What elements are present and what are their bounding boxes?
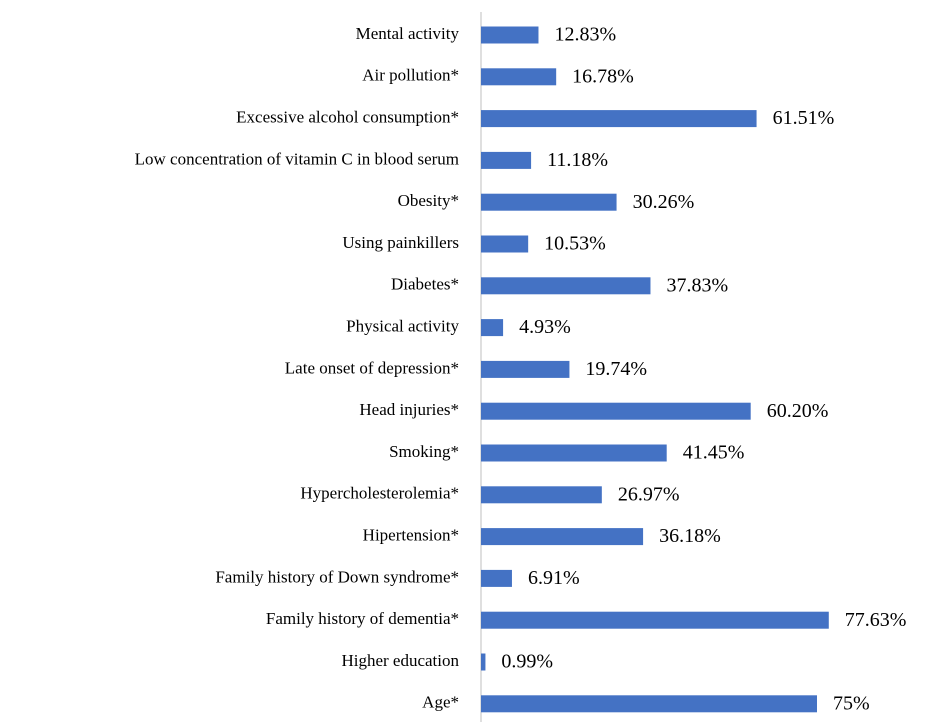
value-label: 11.18% [547, 149, 608, 171]
value-label: 26.97% [618, 483, 680, 505]
value-label: 60.20% [767, 400, 829, 422]
y-tick-label: Family history of Down syndrome* [215, 567, 459, 586]
y-tick-label: Mental activity [356, 24, 460, 43]
y-tick-label: Physical activity [346, 317, 459, 336]
bar [481, 235, 529, 253]
bar [481, 68, 557, 86]
y-tick-label: Smoking* [389, 442, 459, 461]
value-label: 19.74% [585, 358, 647, 380]
y-tick-label: Late onset of depression* [285, 358, 459, 377]
bar [481, 277, 651, 295]
bar [481, 528, 644, 546]
value-label: 77.63% [845, 609, 907, 631]
bar [481, 193, 617, 211]
bar [481, 695, 817, 713]
y-tick-label: Excessive alcohol consumption* [236, 108, 459, 127]
y-tick-label: Hypercholesterolemia* [300, 484, 459, 503]
y-tick-label: Using painkillers [342, 233, 459, 252]
y-tick-label: Age* [422, 693, 459, 712]
bar [481, 611, 829, 629]
bar [481, 402, 751, 420]
bar [481, 486, 602, 504]
y-tick-label: Hipertension* [363, 526, 459, 545]
value-label: 16.78% [572, 65, 634, 87]
bar [481, 444, 667, 462]
y-tick-label: Diabetes* [391, 275, 459, 294]
value-label: 0.99% [501, 651, 553, 673]
value-label: 6.91% [528, 567, 580, 589]
bar [481, 360, 570, 378]
value-label: 4.93% [519, 316, 571, 338]
bar [481, 653, 486, 671]
bar [481, 319, 504, 337]
value-label: 12.83% [554, 24, 616, 46]
value-label: 75% [833, 692, 870, 714]
value-label: 37.83% [666, 274, 728, 296]
y-tick-label: Obesity* [398, 191, 459, 210]
value-label: 10.53% [544, 233, 606, 255]
bar [481, 110, 757, 128]
y-tick-label: Low concentration of vitamin C in blood … [135, 149, 459, 168]
value-label: 61.51% [773, 107, 835, 129]
bar [481, 569, 512, 587]
y-tick-label: Higher education [341, 651, 459, 670]
y-tick-label: Air pollution* [362, 66, 459, 85]
bar [481, 26, 539, 44]
value-label: 41.45% [683, 442, 745, 464]
y-tick-label: Family history of dementia* [266, 609, 459, 628]
value-label: 30.26% [633, 191, 695, 213]
value-label: 36.18% [659, 525, 721, 547]
y-tick-label: Head injuries* [359, 400, 459, 419]
bar [481, 151, 532, 169]
